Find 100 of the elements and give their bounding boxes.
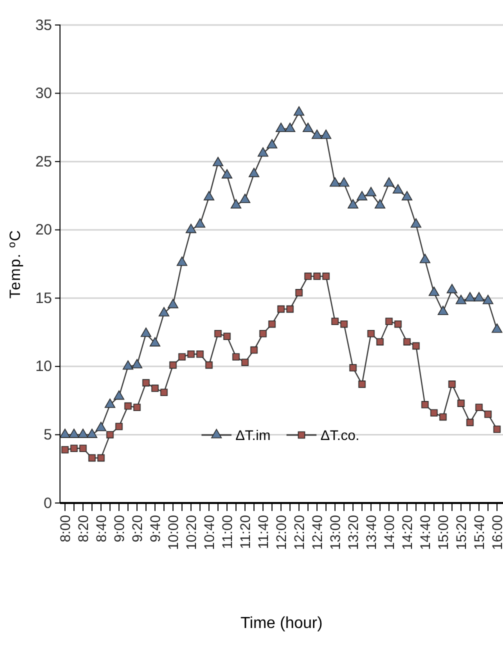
x-tick-label: 8:40 xyxy=(92,514,109,542)
point xyxy=(320,130,332,139)
point xyxy=(410,218,422,228)
point xyxy=(366,186,376,196)
point xyxy=(492,323,502,333)
point xyxy=(446,284,458,294)
point xyxy=(367,330,375,338)
point xyxy=(151,384,159,392)
point xyxy=(464,292,476,302)
x-tick-label: 10:20 xyxy=(182,514,199,550)
point xyxy=(60,428,70,438)
point xyxy=(448,380,456,388)
point xyxy=(286,305,294,313)
point xyxy=(187,350,195,358)
point xyxy=(313,272,321,280)
point xyxy=(438,306,448,316)
x-tick-label: 11:40 xyxy=(254,514,271,549)
y-tick-label: 30 xyxy=(35,85,52,102)
point xyxy=(133,404,141,412)
point xyxy=(356,190,368,200)
point xyxy=(421,401,429,408)
x-axis-title: Time (hour) xyxy=(240,615,323,632)
point xyxy=(79,444,87,452)
point xyxy=(240,194,250,204)
x-tick-label: 10:40 xyxy=(200,514,217,550)
point xyxy=(241,358,249,366)
x-tick-label: 9:00 xyxy=(110,514,127,542)
point xyxy=(302,122,314,132)
point xyxy=(205,361,213,369)
point xyxy=(115,422,123,430)
point xyxy=(168,298,178,308)
point xyxy=(376,338,384,346)
point xyxy=(232,353,240,361)
point xyxy=(150,337,160,346)
point xyxy=(169,361,177,369)
point xyxy=(230,199,242,209)
x-tick-label: 11:20 xyxy=(236,514,253,549)
point xyxy=(212,156,224,166)
point xyxy=(331,318,339,325)
x-tick-label: 13:00 xyxy=(326,514,343,550)
x-tick-label: 9:40 xyxy=(146,514,163,542)
point xyxy=(358,380,366,388)
point xyxy=(392,184,404,194)
point xyxy=(176,256,188,266)
point xyxy=(412,342,420,350)
point xyxy=(338,177,350,187)
point xyxy=(122,360,134,370)
point xyxy=(104,398,116,408)
point xyxy=(222,169,232,178)
y-tick-label: 35 xyxy=(35,16,52,34)
x-tick-label: 14:20 xyxy=(398,514,415,550)
point xyxy=(96,422,106,432)
point xyxy=(259,330,267,338)
point xyxy=(106,431,114,438)
x-tick-label: 13:40 xyxy=(362,514,379,550)
x-tick-label: 15:00 xyxy=(434,514,451,550)
x-tick-label: 8:00 xyxy=(56,514,73,542)
point xyxy=(194,218,206,228)
point xyxy=(158,307,170,316)
y-tick-label: 20 xyxy=(35,222,52,239)
x-tick-label: 12:40 xyxy=(308,514,325,550)
x-tick-label: 14:00 xyxy=(380,514,397,550)
point xyxy=(266,139,278,148)
point xyxy=(384,177,394,187)
point xyxy=(86,428,98,438)
point xyxy=(160,388,168,396)
point xyxy=(466,418,474,426)
point xyxy=(474,292,484,302)
point xyxy=(88,454,96,462)
point xyxy=(248,168,260,178)
point xyxy=(124,402,132,410)
x-tick-label: 12:00 xyxy=(272,514,289,550)
point xyxy=(140,328,152,337)
y-tick-label: 15 xyxy=(35,290,52,307)
point xyxy=(68,428,80,438)
x-tick-label: 10:00 xyxy=(164,514,181,550)
point xyxy=(457,400,465,407)
x-tick-label: 11:00 xyxy=(218,514,235,549)
y-tick-label: 5 xyxy=(44,426,52,444)
point xyxy=(97,454,105,462)
point xyxy=(394,320,402,328)
x-tick-label: 15:20 xyxy=(452,514,469,550)
point xyxy=(295,289,303,296)
y-tick-label: 25 xyxy=(35,153,52,170)
legend-label: ΔT.im xyxy=(236,426,271,443)
point xyxy=(385,318,393,325)
point xyxy=(142,379,150,386)
x-tick-label: 16:00 xyxy=(488,514,503,550)
point xyxy=(374,199,386,209)
point xyxy=(70,444,78,452)
point xyxy=(277,305,285,313)
point xyxy=(484,410,492,418)
y-tick-label: 0 xyxy=(44,494,52,512)
x-tick-label: 14:40 xyxy=(416,514,433,550)
x-tick-label: 13:20 xyxy=(344,514,361,550)
point xyxy=(312,130,322,139)
x-tick-label: 12:20 xyxy=(290,514,307,550)
point xyxy=(250,346,258,354)
point xyxy=(61,446,69,454)
point xyxy=(493,426,501,433)
